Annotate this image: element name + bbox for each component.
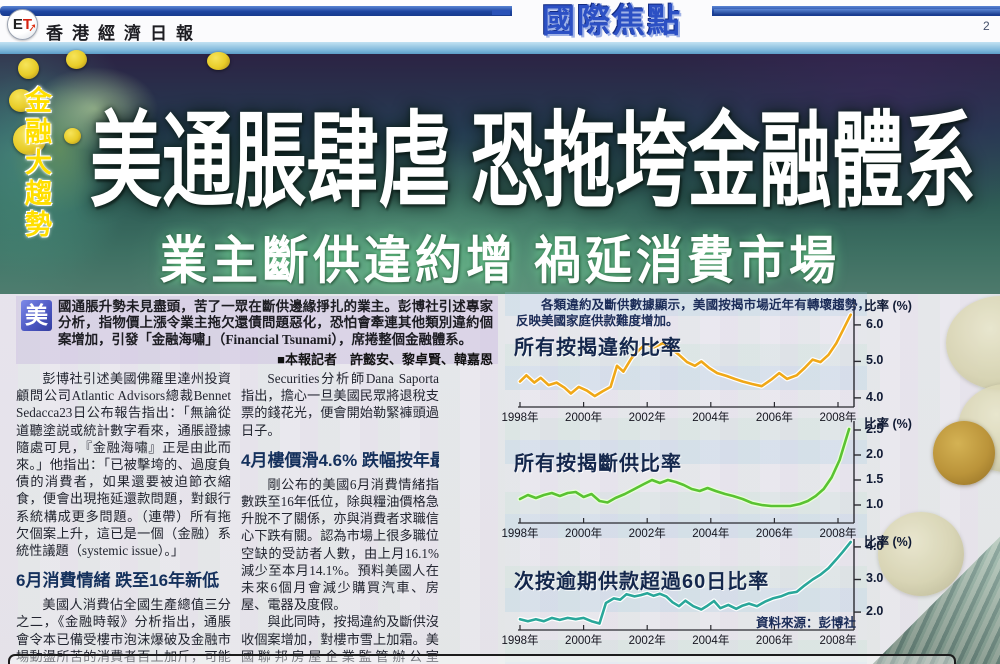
coin-icon	[66, 50, 87, 69]
coin-icon	[9, 89, 33, 112]
next-section-border	[8, 654, 956, 664]
paragraph: 彭博社引述美國佛羅里達州投資顧問公司Atlantic Advisors總裁Ben…	[16, 371, 231, 559]
coin-icon	[13, 124, 46, 155]
page-number: 2	[983, 19, 990, 33]
y-tick-label: 2.0	[866, 447, 884, 461]
byline: ■本報記者 許懿安、黎卓賢、韓嘉恩	[277, 352, 493, 368]
paper-name: 香港經濟日報	[46, 24, 202, 43]
x-tick-label: 2008年	[819, 412, 857, 424]
paragraph: 美國人消費佔全國生產總值三分之二，《金融時報》分析指出，通脹會令本已備受樓市泡沫…	[16, 597, 231, 664]
x-tick-label: 2008年	[819, 635, 857, 647]
section-title: 國際焦點	[512, 0, 712, 42]
section-left-rule	[492, 10, 510, 15]
column-side-label: 金融大趨勢	[21, 86, 51, 241]
chart-source: 資料來源：彭博社	[755, 616, 856, 630]
y-axis-label: 比率 (%)	[864, 299, 912, 313]
x-tick-label: 1998年	[501, 635, 539, 647]
y-tick-label: 1.0	[866, 497, 884, 511]
x-tick-label: 2002年	[628, 412, 666, 424]
paragraph-text: 與此同時，按揭違約及斷供沒收個案增加，對樓市雪上加霜。美國聯邦房屋企業監管辦公室…	[241, 614, 439, 664]
x-tick-label: 2000年	[565, 528, 603, 540]
x-tick-label: 1998年	[501, 528, 539, 540]
chart-title-subprime-60day: 次按逾期供款超過60日比率	[514, 571, 770, 593]
article-column-1: 彭博社引述美國佛羅里達州投資顧問公司Atlantic Advisors總裁Ben…	[16, 370, 231, 664]
masthead-lightblue-band	[0, 42, 1000, 54]
et-logo-icon: ET ➚	[7, 9, 38, 40]
x-tick-label: 2004年	[692, 528, 730, 540]
lead-paragraph: 美國通脹升勢未見盡頭，苦了一眾在斷供邊緣掙扎的業主。彭博社引述專家分析，指物價上…	[21, 299, 493, 348]
chart-title-foreclosure: 所有按揭斷供比率	[514, 453, 682, 475]
y-tick-label: 4.0	[866, 389, 884, 404]
drop-cap: 美	[21, 300, 52, 331]
y-tick-label: 3.0	[866, 571, 884, 586]
y-tick-label: 2.0	[866, 604, 884, 619]
y-tick-label: 2.5	[866, 422, 884, 436]
section-right-rule	[714, 9, 1000, 15]
coin-icon	[18, 58, 39, 79]
y-tick-label: 1.5	[866, 472, 884, 486]
chart-title-delinquency: 所有按揭違約比率	[514, 337, 682, 359]
et-logo-e: E	[12, 16, 23, 33]
x-tick-label: 2004年	[692, 412, 730, 424]
main-headline: 美通脹肆虐 恐拖垮金融體系	[90, 102, 976, 220]
y-axis-label: 比率 (%)	[864, 417, 912, 431]
article-column-2: Securities分析師Dana Saporta指出，擔心一旦美國民眾將退稅支…	[241, 370, 439, 664]
coin-photo	[878, 512, 964, 596]
subhead-consumer-sentiment: 6月消費情緒 跌至16年新低	[16, 571, 220, 591]
bull-sculpture-photo	[0, 54, 255, 294]
paragraph: 剛公布的美國6月消費情緒指數跌至16年低位，除與糧油價格急升脫不了關係，亦與消費…	[241, 476, 439, 613]
x-tick-label: 2006年	[755, 635, 793, 647]
subhead-home-price: 4月樓價滑4.6% 跌幅按年最大	[241, 450, 439, 470]
paragraph: Securities分析師Dana Saporta指出，擔心一旦美國民眾將退稅支…	[241, 371, 439, 438]
hero-banner	[0, 50, 1000, 294]
coin-icon	[64, 128, 81, 144]
coin-icon	[207, 52, 230, 70]
x-tick-label: 2002年	[628, 528, 666, 540]
y-tick-label: 6.0	[866, 316, 884, 331]
charts-plot	[517, 299, 861, 631]
y-tick-label: 4.0	[866, 538, 884, 553]
x-tick-label: 2006年	[755, 528, 793, 540]
x-tick-label: 1998年	[501, 412, 539, 424]
et-logo-t: T	[22, 16, 33, 33]
page-top-margin	[0, 0, 1000, 6]
masthead-band	[0, 16, 1000, 42]
x-tick-label: 2002年	[628, 635, 666, 647]
x-tick-label: 2000年	[565, 412, 603, 424]
lead-paragraph-box: 美國通脹升勢未見盡頭，苦了一眾在斷供邊緣掙扎的業主。彭博社引述專家分析，指物價上…	[16, 296, 498, 367]
gold-coin-photo	[933, 421, 995, 485]
y-axis-label: 比率 (%)	[864, 535, 912, 549]
lead-text: 國通脹升勢未見盡頭，苦了一眾在斷供邊緣掙扎的業主。彭博社引述專家分析，指物價上漲…	[58, 299, 493, 347]
paragraph: 與此同時，按揭違約及斷供沒收個案增加，對樓市雪上加霜。美國聯邦房屋企業監管辦公室…	[241, 613, 439, 664]
sub-headline: 業主斷供違約增 禍延消費市場	[159, 231, 841, 290]
x-tick-label: 2000年	[565, 635, 603, 647]
x-tick-label: 2004年	[692, 635, 730, 647]
charts-intro-note: 各類違約及斷供數據顯示，美國按揭市場近年有轉壞趨勢，反映美國家庭供款難度增加。	[516, 298, 870, 328]
x-tick-label: 2006年	[755, 412, 793, 424]
y-tick-label: 5.0	[866, 353, 884, 368]
charts-panel: 各類違約及斷供數據顯示，美國按揭市場近年有轉壞趨勢，反映美國家庭供款難度增加。 …	[501, 295, 930, 664]
x-tick-label: 2008年	[819, 528, 857, 540]
